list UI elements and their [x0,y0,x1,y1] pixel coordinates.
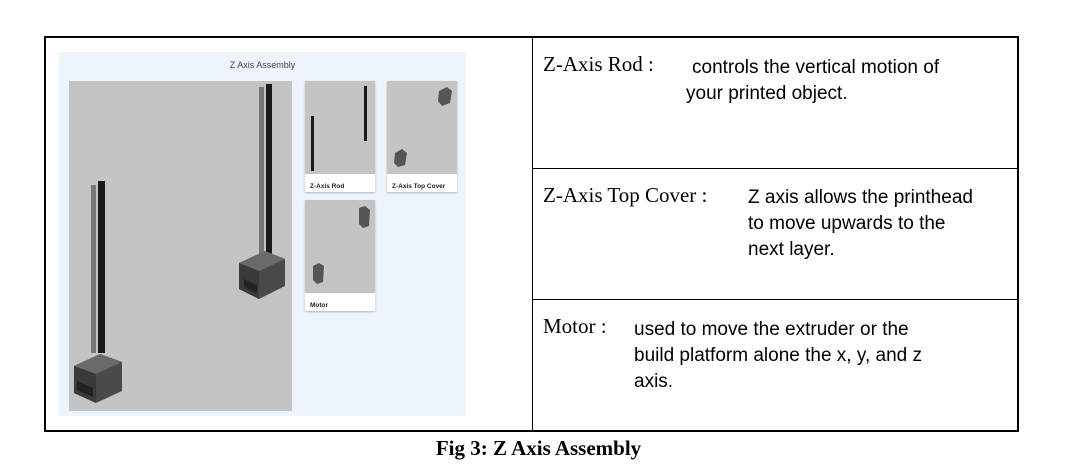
z-axis-rod-image [305,81,375,174]
term-label: Z-Axis Top Cover : [543,183,708,207]
thumbnail-z-axis-top-cover[interactable]: Z-Axis Top Cover [387,81,457,192]
front-rod-assembly [74,181,122,403]
term-label: Motor : [543,314,607,338]
thumbnail-motor[interactable]: Motor [305,200,375,311]
assembly-viewer: Z Axis Assembly [59,52,466,416]
row-z-axis-top-cover: Z-Axis Top Cover : Z axis allows the pri… [533,169,1017,300]
viewer-cell: Z Axis Assembly [46,38,533,430]
thumbnail-z-axis-rod[interactable]: Z-Axis Rod [305,81,375,192]
assembly-model-image [74,84,285,403]
thumbnail-label: Z-Axis Top Cover [392,183,446,190]
rear-rod-assembly [239,84,285,299]
figure-table: Z Axis Assembly [44,36,1019,432]
motor-image [305,200,375,293]
description: used to move the extruder or the build p… [634,319,922,392]
z-axis-top-cover-image [387,81,457,174]
thumbnail-label: Motor [310,302,329,309]
row-z-axis-rod: Z-Axis Rod : controls the vertical motio… [533,38,1017,169]
description: controls the vertical motion of your pri… [686,57,940,104]
viewer-title: Z Axis Assembly [229,60,296,70]
thumbnail-label: Z-Axis Rod [310,183,345,190]
row-motor: Motor : used to move the extruder or the… [533,300,1017,430]
assembly-3d-view[interactable] [69,81,292,411]
description-column: Z-Axis Rod : controls the vertical motio… [533,38,1017,430]
term-label: Z-Axis Rod : [543,52,654,76]
description: Z axis allows the printhead to move upwa… [748,187,973,260]
figure-caption: Fig 3: Z Axis Assembly [435,436,642,460]
